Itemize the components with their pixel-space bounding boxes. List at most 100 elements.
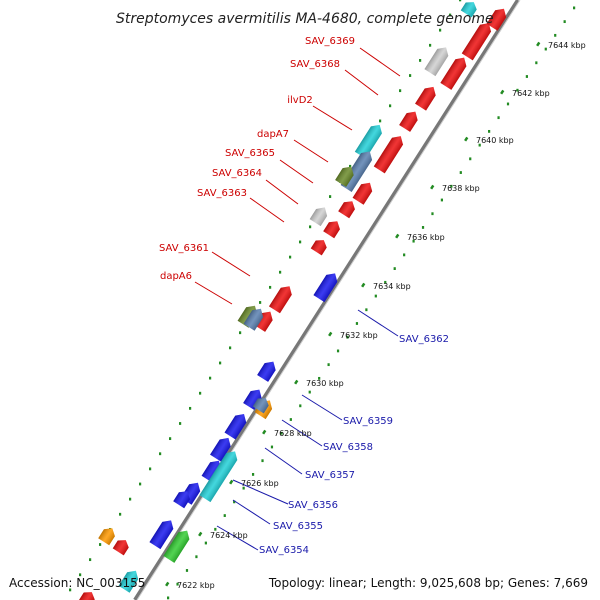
strand-dot bbox=[89, 558, 92, 562]
gene-feature bbox=[199, 451, 238, 503]
strand-dot bbox=[563, 20, 566, 24]
gene-label: SAV_6357 bbox=[305, 470, 355, 481]
strand-dot bbox=[119, 512, 122, 516]
strand-dot bbox=[269, 285, 272, 289]
leader-line bbox=[301, 394, 343, 421]
gene-feature bbox=[310, 240, 327, 256]
kbp-tick-label: 7634 kbp bbox=[373, 282, 411, 291]
strand-dot bbox=[506, 102, 510, 106]
strand-dot bbox=[219, 361, 222, 365]
gene-feature bbox=[335, 166, 354, 187]
leader-line bbox=[232, 499, 271, 525]
strand-dot bbox=[349, 164, 352, 168]
strand-dot bbox=[573, 6, 576, 10]
reverse-strand-dots bbox=[167, 6, 576, 600]
strand-dot bbox=[242, 486, 245, 490]
strand-dot bbox=[409, 74, 412, 77]
strand-dot bbox=[374, 294, 377, 298]
strand-dot bbox=[488, 129, 491, 133]
backbone bbox=[133, 0, 521, 600]
strand-dot bbox=[79, 573, 82, 577]
strand-dot bbox=[525, 75, 528, 78]
leader-line bbox=[281, 419, 323, 447]
kbp-tick-mark bbox=[430, 184, 435, 190]
kbp-tick-mark bbox=[229, 479, 234, 485]
strand-dot bbox=[261, 459, 264, 463]
gene-feature bbox=[461, 23, 492, 61]
leader-line bbox=[264, 447, 303, 475]
strand-dot bbox=[299, 404, 302, 408]
kbp-tick-label: 7626 kbp bbox=[241, 479, 279, 488]
strand-dot bbox=[308, 390, 311, 394]
gene-label: SAV_6361 bbox=[159, 243, 209, 254]
kbp-tick-labels: 7622 kbp 7624 kbp 7626 kbp 7628 kbp 7630 kbp… bbox=[165, 41, 586, 590]
gene-feature bbox=[112, 540, 129, 556]
strand-dot bbox=[419, 59, 422, 62]
strand-dot bbox=[403, 253, 406, 257]
strand-dot bbox=[299, 240, 302, 244]
strand-dot bbox=[516, 88, 519, 92]
strand-dot bbox=[229, 346, 232, 350]
gene-feature bbox=[373, 136, 404, 174]
strand-dot bbox=[329, 195, 332, 198]
leader-line bbox=[279, 159, 314, 184]
strand-dot bbox=[214, 527, 217, 531]
kbp-tick-mark bbox=[165, 581, 170, 587]
kbp-tick-label: 7642 kbp bbox=[512, 89, 550, 98]
gene-label: SAV_6362 bbox=[399, 334, 449, 345]
strand-dot bbox=[544, 47, 547, 51]
gene-label: SAV_6354 bbox=[259, 545, 309, 556]
strand-dot bbox=[449, 13, 452, 17]
gene-label: SAV_6359 bbox=[343, 416, 393, 427]
strand-dot bbox=[393, 267, 396, 270]
kbp-tick-label: 7622 kbp bbox=[177, 581, 215, 590]
strand-dot bbox=[497, 116, 500, 120]
gene-label: dapA6 bbox=[160, 271, 192, 282]
kbp-tick-label: 7630 kbp bbox=[306, 379, 344, 388]
strand-dot bbox=[167, 596, 170, 600]
gene-feature bbox=[118, 570, 139, 593]
kbp-tick-mark bbox=[294, 379, 299, 385]
gene-feature bbox=[163, 530, 190, 563]
gene-label: SAV_6365 bbox=[225, 148, 275, 159]
gene-feature bbox=[323, 221, 340, 239]
leader-line bbox=[216, 525, 259, 551]
kbp-tick-mark bbox=[500, 89, 505, 95]
kbp-tick-label: 7638 kbp bbox=[442, 184, 480, 193]
strand-dot bbox=[199, 391, 202, 395]
map-title: Streptomyces avermitilis MA-4680, comple… bbox=[116, 11, 494, 27]
kbp-tick-mark bbox=[395, 233, 400, 239]
strand-dot bbox=[412, 239, 415, 243]
strand-dot bbox=[139, 482, 142, 486]
strand-dot bbox=[69, 588, 72, 592]
kbp-tick-label: 7640 kbp bbox=[476, 136, 514, 145]
strand-dot bbox=[554, 33, 557, 37]
strand-dot bbox=[459, 0, 462, 2]
kbp-tick-label: 7644 kbp bbox=[548, 41, 586, 50]
gene-label: SAV_6358 bbox=[323, 442, 373, 453]
leader-line bbox=[249, 197, 285, 223]
gene-label: ilvD2 bbox=[287, 95, 313, 106]
topology-label: Topology: linear; Length: 9,025,608 bp; … bbox=[268, 576, 588, 590]
leader-line bbox=[312, 105, 353, 131]
gene-label: SAV_6363 bbox=[197, 188, 247, 199]
strand-dot bbox=[159, 452, 162, 456]
gene-label: dapA7 bbox=[257, 129, 289, 140]
gene-feature bbox=[352, 182, 373, 205]
leader-line bbox=[265, 179, 299, 205]
strand-dot bbox=[176, 582, 179, 586]
strand-dot bbox=[421, 226, 425, 229]
strand-dot bbox=[189, 406, 192, 410]
strand-dot bbox=[233, 500, 236, 504]
kbp-tick-mark bbox=[328, 331, 333, 337]
strand-dot bbox=[459, 171, 462, 174]
strand-dot bbox=[279, 270, 282, 274]
strand-dot bbox=[259, 301, 262, 304]
strand-dot bbox=[431, 212, 434, 216]
kbp-tick-label: 7636 kbp bbox=[407, 233, 445, 242]
strand-dot bbox=[289, 418, 292, 421]
kbp-tick-mark bbox=[361, 282, 366, 288]
strand-dot bbox=[309, 225, 312, 229]
gene-feature bbox=[149, 520, 174, 550]
strand-dot bbox=[223, 514, 226, 517]
